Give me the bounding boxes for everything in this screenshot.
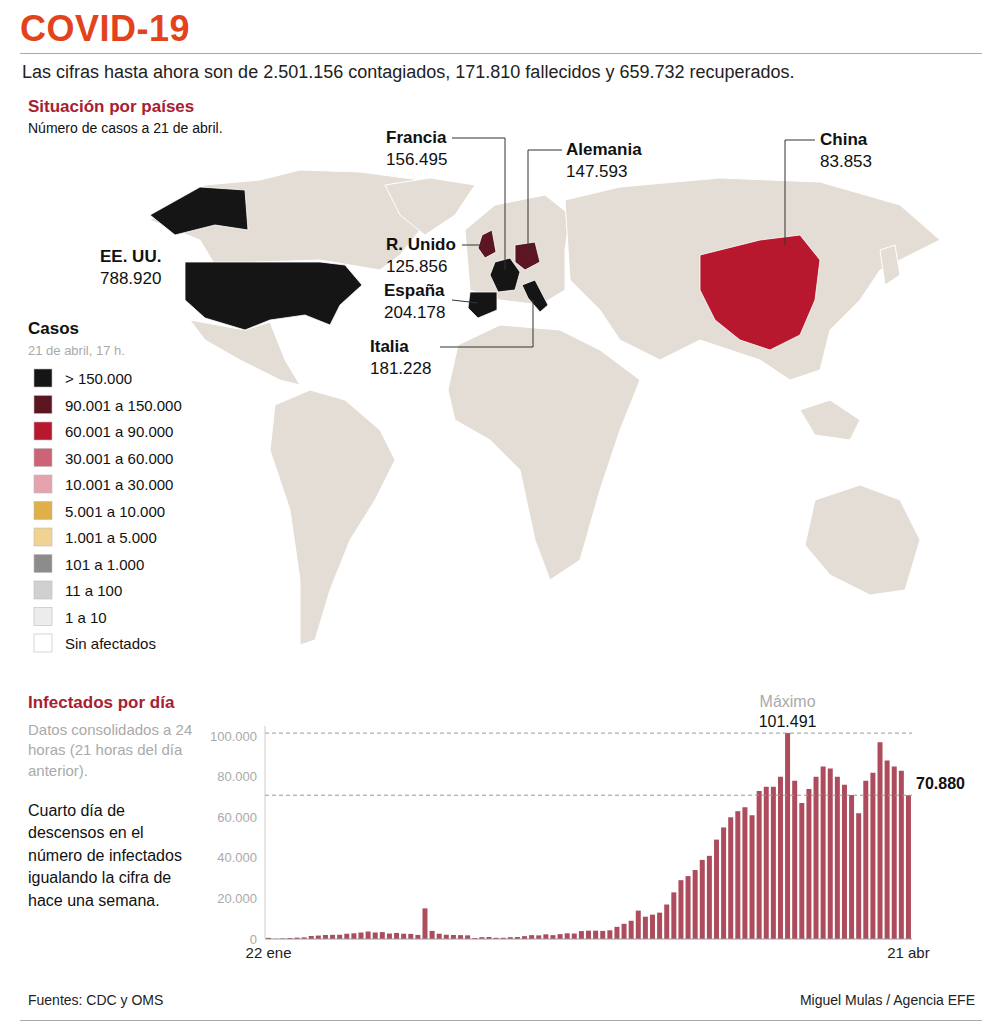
svg-text:Máximo: Máximo	[760, 693, 816, 710]
svg-text:83.853: 83.853	[820, 152, 872, 171]
svg-text:> 150.000: > 150.000	[65, 370, 132, 387]
svg-text:80.000: 80.000	[217, 769, 257, 784]
svg-text:125.856: 125.856	[386, 257, 447, 276]
svg-text:22 ene: 22 ene	[245, 943, 292, 961]
svg-text:90.001 a 150.000: 90.001 a 150.000	[65, 397, 182, 414]
svg-text:EE. UU.: EE. UU.	[100, 247, 161, 266]
svg-text:R. Unido: R. Unido	[386, 235, 456, 254]
svg-text:40.000: 40.000	[217, 850, 257, 865]
svg-text:204.178: 204.178	[384, 303, 445, 322]
svg-text:España: España	[384, 281, 445, 300]
svg-text:70.880: 70.880	[916, 775, 965, 792]
svg-text:181.228: 181.228	[370, 359, 431, 378]
svg-text:5.001 a 10.000: 5.001 a 10.000	[65, 503, 165, 520]
svg-text:30.001 a 60.000: 30.001 a 60.000	[65, 450, 173, 467]
svg-text:156.495: 156.495	[386, 150, 447, 169]
svg-text:21 de abril, 17 h.: 21 de abril, 17 h.	[28, 343, 125, 358]
html-text:Cuarto día de descensos en el: Cuarto día de descensos en el número de …	[28, 802, 182, 909]
svg-text:11 a 100: 11 a 100	[65, 582, 122, 599]
svg-text:21 abr: 21 abr	[887, 944, 930, 961]
svg-text:788.920: 788.920	[100, 269, 161, 288]
html-text:Fuentes: CDC y OMS: Fuentes: CDC y OMS	[28, 992, 164, 1008]
svg-text:Sin afectados: Sin afectados	[65, 635, 156, 652]
svg-text:1.001 a 5.000: 1.001 a 5.000	[65, 529, 157, 546]
svg-text:China: China	[820, 130, 868, 149]
svg-text:147.593: 147.593	[566, 162, 627, 181]
svg-text:100.000: 100.000	[210, 729, 257, 744]
svg-text:1 a 10: 1 a 10	[65, 609, 107, 626]
svg-text:101 a 1.000: 101 a 1.000	[65, 556, 144, 573]
html-text:Número de casos a 21 de abril.: Número de casos a 21 de abril.	[28, 120, 223, 136]
svg-text:10.001 a 30.000: 10.001 a 30.000	[65, 476, 173, 493]
html-text:COVID-19: COVID-19	[20, 8, 190, 49]
svg-text:60.001 a 90.000: 60.001 a 90.000	[65, 423, 173, 440]
svg-text:20.000: 20.000	[217, 891, 257, 906]
svg-text:Italia: Italia	[370, 337, 409, 356]
svg-text:Francia: Francia	[386, 128, 447, 147]
svg-text:Casos: Casos	[28, 319, 79, 338]
html-text:Miguel Mulas / Agencia EFE: Miguel Mulas / Agencia EFE	[799, 992, 975, 1008]
svg-text:101.491: 101.491	[759, 713, 817, 730]
svg-text:Alemania: Alemania	[566, 140, 642, 159]
svg-text:60.000: 60.000	[217, 810, 257, 825]
html-text:Las cifras hasta ahora son de: Las cifras hasta ahora son de 2.501.156 …	[22, 62, 795, 82]
html-text:Infectados por día: Infectados por día	[28, 693, 175, 712]
html-text:Datos consolidados a 24 horas: Datos consolidados a 24 horas (21 horas …	[28, 721, 193, 779]
html-text:Situación por países: Situación por países	[28, 97, 195, 116]
svg-text:0: 0	[250, 932, 257, 947]
